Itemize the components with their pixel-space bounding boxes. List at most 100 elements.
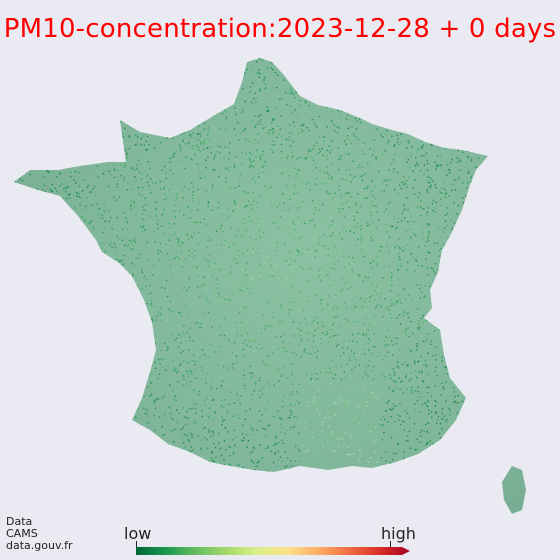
data-point [184,433,186,436]
data-point [126,152,128,155]
data-point [245,326,247,328]
data-point [144,449,147,451]
data-point [371,154,374,156]
data-point [66,219,68,221]
data-point [331,121,334,124]
data-point [32,347,35,349]
data-point [126,189,129,191]
data-point [288,91,291,93]
data-point [323,171,326,174]
data-point [259,377,261,379]
data-point [295,85,297,87]
data-point [314,226,316,228]
data-point [46,429,48,432]
data-point [47,372,49,374]
data-point [236,288,238,291]
data-point [59,397,61,399]
data-point [390,163,393,165]
data-point [261,413,263,416]
data-point [20,193,22,195]
data-point [56,96,58,99]
data-point [122,228,124,230]
data-point [396,172,399,174]
data-point [284,466,286,468]
data-point [51,447,53,449]
data-point [277,74,279,76]
data-point [253,462,255,464]
data-point [292,222,294,224]
data-point [69,418,71,420]
data-point [21,368,23,370]
data-point [75,265,78,267]
data-point [201,449,203,451]
data-point [348,153,350,155]
data-point [14,298,15,301]
data-point [22,318,24,321]
data-point [210,388,213,390]
data-point [349,104,351,107]
data-point [163,208,165,210]
data-point [249,292,251,295]
data-point [124,310,126,312]
data-point [142,346,144,349]
data-point [292,321,295,323]
data-point [108,321,110,323]
data-point [319,150,321,152]
data-point [407,209,409,212]
data-point [53,303,55,305]
data-point [225,177,227,179]
data-point [241,61,243,63]
data-point [339,472,342,474]
data-point [297,263,300,266]
data-point [119,400,121,402]
data-point [174,233,176,235]
data-point [425,363,427,366]
data-point [424,402,426,405]
data-point [395,405,397,407]
data-point [114,471,116,473]
data-point [235,235,237,237]
data-point [67,194,70,196]
data-point [401,363,404,366]
data-point [113,431,116,433]
data-point [88,431,91,433]
data-point [270,122,273,124]
data-point [293,240,295,243]
data-point [366,223,368,226]
data-point [15,198,17,200]
data-point [304,157,307,159]
data-point [92,242,94,244]
data-point [425,443,427,446]
data-point [465,364,467,366]
data-point [481,431,483,433]
data-point [178,311,180,314]
data-point [469,408,471,411]
data-point [159,132,161,134]
data-point [83,418,85,420]
data-point [313,340,315,342]
data-point [363,301,366,303]
data-point [345,201,347,203]
data-point [374,157,377,159]
data-point [462,197,464,199]
data-point [288,136,291,138]
data-point [192,75,195,77]
data-point [24,273,27,275]
data-point [418,371,421,373]
data-point [89,412,91,415]
data-point [451,330,453,333]
data-point [62,441,64,443]
data-point [347,446,349,448]
data-point [219,250,221,252]
data-point [489,65,491,67]
data-point [386,89,389,92]
data-point [16,246,18,248]
data-point [396,342,398,345]
data-point [258,230,260,232]
data-point [73,294,76,296]
data-point [238,185,241,187]
data-point [186,451,188,453]
data-point [341,459,343,461]
data-point [201,348,204,351]
data-point [446,455,448,457]
